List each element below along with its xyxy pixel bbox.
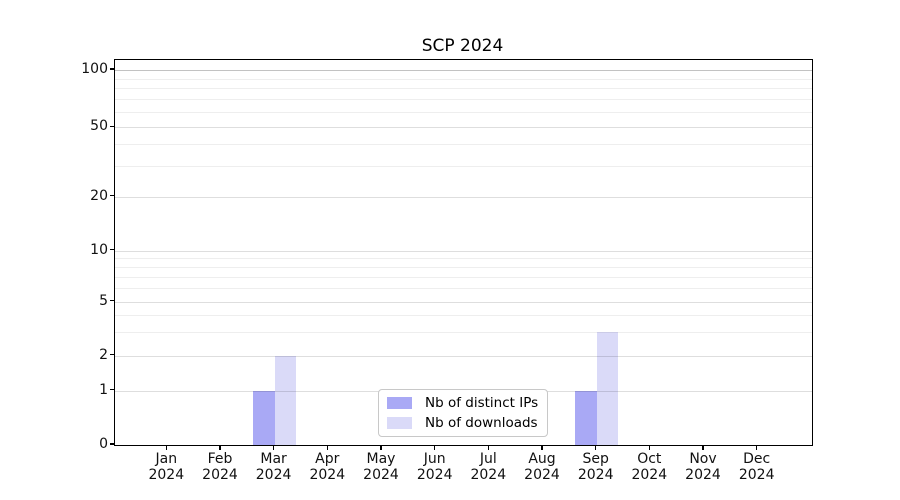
y-tickmark [109,125,114,127]
gridline-minor [115,165,812,167]
x-tickmark [165,445,167,450]
bar-distinct-ips [575,390,597,445]
legend-swatch-distinct-ips-icon [387,397,412,409]
x-tick-label: Jun 2024 [416,451,453,483]
gridline-minor [115,331,812,333]
x-tick-label: Sep 2024 [577,451,614,483]
bar-distinct-ips [253,390,275,445]
legend-item-downloads: Nb of downloads [387,415,538,431]
gridline-minor [115,144,812,146]
y-tick-label: 1 [99,381,108,398]
y-tick-label: 0 [99,436,108,452]
x-tickmark [595,445,597,450]
y-tick-label: 50 [90,118,108,135]
y-tickmark [109,248,114,251]
plot-area [114,59,813,446]
x-tickmark [219,445,221,450]
y-tick-label: 5 [99,292,108,309]
legend-label: Nb of distinct IPs [425,395,539,411]
legend-label: Nb of downloads [425,415,538,431]
x-tickmark [380,445,382,450]
y-tickmark [109,68,114,70]
gridline-minor [115,276,812,278]
x-tick-label: Mar 2024 [255,451,292,483]
x-tick-label: Nov 2024 [685,451,721,483]
legend-swatch-downloads-icon [387,417,412,429]
gridline-minor [115,266,812,268]
x-tick-label: Oct 2024 [631,451,668,483]
x-tickmark [541,445,543,450]
x-tick-label: May 2024 [363,451,399,483]
y-tickmark [109,194,114,197]
y-tick-label: 10 [90,241,108,258]
x-tickmark [326,445,328,450]
gridline-minor [115,314,812,316]
bar-downloads [274,355,296,445]
gridline-major [115,196,812,198]
y-tickmark [109,443,114,445]
y-tick-label: 100 [81,61,108,77]
gridline-major [115,70,812,71]
y-tickmark [109,299,114,302]
x-tick-label: Feb 2024 [202,451,238,483]
gridline-major [115,301,812,303]
x-tick-label: Jan 2024 [148,451,185,483]
x-tickmark [434,445,436,450]
x-tick-label: Apr 2024 [309,451,346,483]
gridline-minor [115,88,812,90]
gridline-minor [115,99,812,101]
legend: Nb of distinct IPs Nb of downloads [378,389,549,437]
gridline-minor [115,258,812,260]
x-tickmark [487,445,489,450]
chart-title: SCP 2024 [421,36,504,56]
y-tick-label: 2 [99,346,108,363]
gridline-minor [115,78,812,80]
x-tickmark [648,445,650,450]
legend-item-distinct-ips: Nb of distinct IPs [387,395,538,411]
x-tickmark [273,445,275,450]
x-tick-label: Jul 2024 [470,451,507,483]
y-tickmark [109,388,114,391]
x-tick-label: Aug 2024 [524,451,560,483]
gridline-minor [115,112,812,114]
x-tickmark [756,445,758,450]
gridline-major [115,250,812,252]
x-tick-label: Dec 2024 [738,451,775,483]
gridline-major [115,355,812,357]
gridline-major [115,127,812,129]
bar-downloads [596,331,618,445]
y-tick-label: 20 [90,187,108,204]
y-tickmark [109,353,114,356]
x-tickmark [702,445,704,450]
gridline-minor [115,288,812,290]
